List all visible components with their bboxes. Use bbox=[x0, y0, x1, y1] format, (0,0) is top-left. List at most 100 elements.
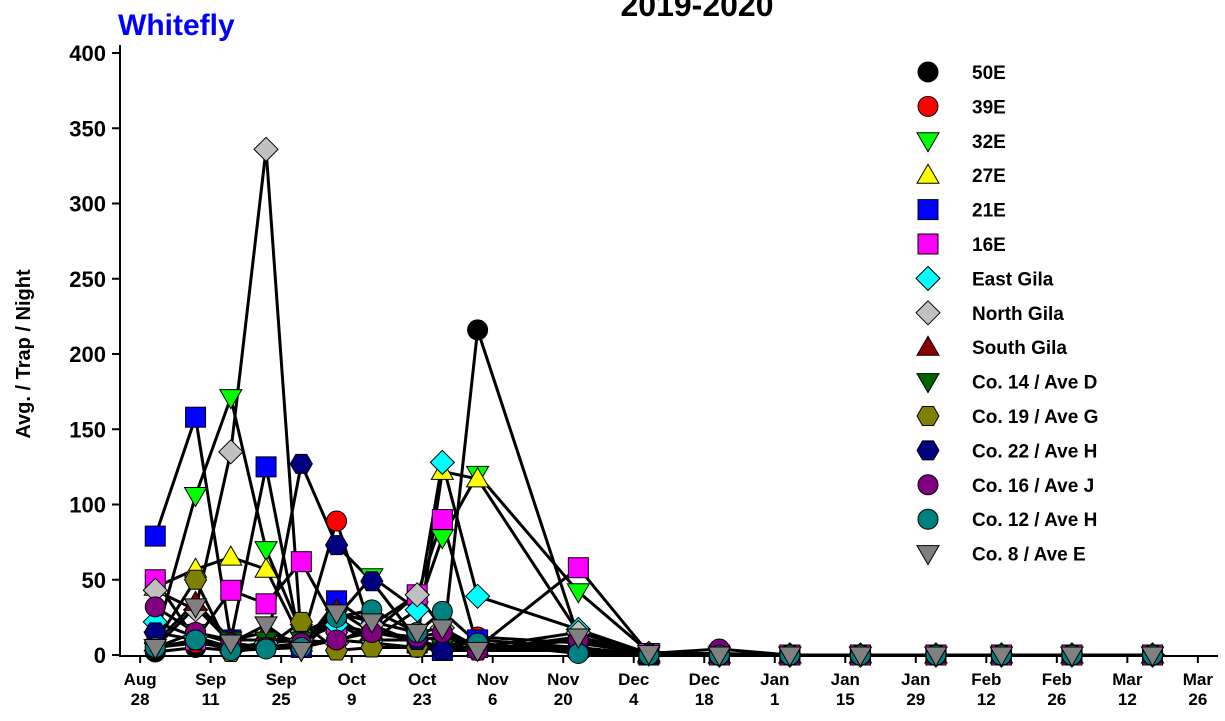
marker bbox=[1140, 646, 1165, 667]
marker bbox=[359, 613, 384, 634]
marker bbox=[255, 593, 277, 615]
marker bbox=[405, 623, 430, 645]
marker bbox=[1060, 646, 1084, 667]
legend-label: Co. 14 / Ave D bbox=[972, 373, 1097, 394]
marker bbox=[218, 439, 244, 465]
marker bbox=[254, 541, 278, 562]
legend-label: 32E bbox=[972, 132, 1006, 153]
marker bbox=[218, 545, 243, 566]
legend-marker bbox=[916, 373, 940, 394]
x-tick-label: Sep 25 bbox=[266, 670, 297, 709]
marker bbox=[253, 136, 279, 163]
chart-title: 2019-2020 bbox=[620, 0, 773, 23]
y-tick-label: 50 bbox=[82, 568, 106, 593]
marker bbox=[567, 557, 589, 579]
marker bbox=[636, 644, 661, 666]
legend-label: Co. 12 / Ave H bbox=[972, 510, 1097, 531]
marker bbox=[326, 629, 348, 651]
x-tick-label: Jan 29 bbox=[901, 670, 930, 709]
marker bbox=[324, 604, 349, 625]
legend-marker bbox=[917, 199, 939, 221]
x-tick-label: Jan 1 bbox=[760, 670, 789, 709]
x-tick-label: Feb 26 bbox=[1042, 670, 1072, 709]
legend-marker bbox=[916, 335, 940, 356]
legend-label: 50E bbox=[972, 63, 1006, 84]
legend-label: 27E bbox=[972, 166, 1006, 187]
legend-marker bbox=[917, 61, 939, 83]
legend-label: 39E bbox=[972, 97, 1006, 118]
marker bbox=[185, 406, 207, 428]
x-tick-label: Dec 18 bbox=[689, 670, 720, 709]
marker bbox=[566, 583, 591, 604]
legend-marker bbox=[916, 163, 940, 184]
marker bbox=[143, 638, 168, 660]
legend-label: 21E bbox=[972, 201, 1006, 222]
x-tick-label: Nov 6 bbox=[477, 670, 510, 709]
marker bbox=[404, 597, 430, 623]
marker bbox=[254, 557, 278, 578]
marker bbox=[778, 646, 802, 667]
y-tick-label: 200 bbox=[69, 342, 106, 367]
marker bbox=[430, 619, 455, 640]
marker bbox=[430, 640, 454, 661]
marker bbox=[218, 389, 243, 410]
x-tick-label: Oct 9 bbox=[338, 670, 367, 709]
marker bbox=[183, 486, 208, 508]
marker bbox=[185, 629, 207, 651]
legend-marker bbox=[917, 233, 939, 255]
x-tick-label: Sep 11 bbox=[195, 670, 226, 709]
marker bbox=[144, 596, 166, 618]
legend-marker bbox=[916, 132, 940, 153]
x-tick-label: Oct 23 bbox=[408, 670, 437, 709]
legend-marker bbox=[915, 300, 941, 326]
y-tick-label: 0 bbox=[94, 643, 106, 668]
marker bbox=[566, 628, 591, 649]
marker bbox=[989, 646, 1014, 667]
legend-marker bbox=[917, 95, 939, 117]
x-tick-label: Mar 12 bbox=[1112, 670, 1143, 709]
marker bbox=[465, 641, 490, 663]
marker bbox=[848, 646, 873, 667]
marker bbox=[218, 634, 243, 655]
marker bbox=[144, 525, 166, 547]
y-tick-label: 400 bbox=[69, 41, 106, 66]
y-tick-label: 150 bbox=[69, 417, 106, 442]
marker bbox=[255, 456, 277, 478]
marker bbox=[467, 319, 489, 341]
y-tick-label: 350 bbox=[69, 116, 106, 141]
marker bbox=[325, 535, 349, 556]
y-tick-label: 300 bbox=[69, 192, 106, 217]
legend-label: East Gila bbox=[972, 269, 1054, 290]
legend-label: North Gila bbox=[972, 304, 1064, 325]
x-tick-label: Mar 26 bbox=[1183, 670, 1214, 709]
marker bbox=[183, 569, 208, 590]
y-tick-label: 250 bbox=[69, 267, 106, 292]
x-tick-label: Feb 12 bbox=[971, 670, 1001, 709]
marker bbox=[431, 600, 453, 622]
legend-label: Co. 19 / Ave G bbox=[972, 407, 1098, 428]
marker bbox=[183, 598, 208, 619]
y-axis-label: Avg. / Trap / Night bbox=[13, 269, 35, 439]
marker bbox=[289, 641, 314, 663]
marker bbox=[464, 583, 491, 610]
marker bbox=[326, 510, 348, 532]
marker bbox=[289, 453, 313, 474]
x-tick-label: Dec 4 bbox=[618, 670, 649, 709]
legend-label: South Gila bbox=[972, 338, 1067, 359]
legend-marker bbox=[917, 474, 939, 496]
marker bbox=[924, 646, 948, 667]
marker bbox=[429, 449, 456, 476]
marker bbox=[360, 571, 384, 592]
legend-marker bbox=[916, 440, 940, 461]
x-tick-label: Nov 20 bbox=[547, 670, 580, 709]
legend-label: Co. 8 / Ave E bbox=[972, 545, 1086, 566]
marker bbox=[404, 582, 430, 608]
marker bbox=[465, 466, 490, 488]
marker bbox=[289, 611, 313, 632]
series-line bbox=[154, 149, 1153, 657]
marker bbox=[290, 551, 312, 573]
x-tick-label: Aug 28 bbox=[124, 670, 157, 709]
legend-label: Co. 16 / Ave J bbox=[972, 476, 1094, 497]
legend-label: 16E bbox=[972, 235, 1006, 256]
